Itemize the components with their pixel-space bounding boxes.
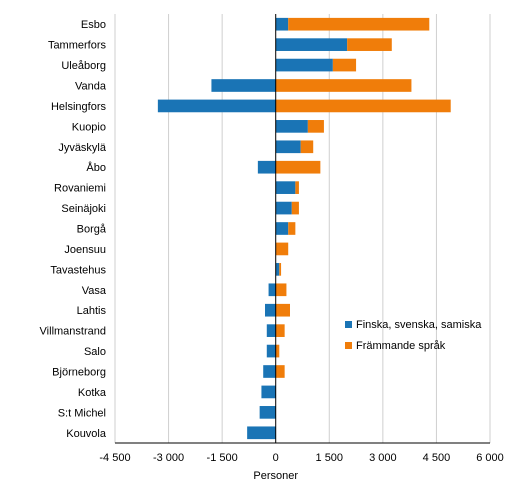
category-label-4: Helsingfors — [51, 101, 107, 113]
category-label-6: Jyväskylä — [58, 142, 107, 154]
category-label-12: Tavastehus — [50, 264, 106, 276]
legend-label-0: Finska, svenska, samiska — [356, 319, 482, 331]
x-tick-label-0: -4 500 — [99, 452, 130, 464]
category-label-13: Vasa — [82, 285, 107, 297]
bar-0-6 — [275, 140, 301, 154]
bar-0-14 — [265, 303, 276, 317]
bar-0-5 — [275, 120, 308, 133]
category-labels: Esbo Tammerfors Uleåborg Vanda Helsingfors Ku… — [40, 19, 107, 440]
bar-1-4 — [275, 99, 451, 113]
bar-1-0 — [288, 17, 430, 31]
bar-1-8 — [295, 181, 299, 194]
x-tick-label-5: 3 000 — [369, 452, 397, 464]
bar-0-7 — [257, 160, 276, 174]
category-label-15: Villmanstrand — [40, 326, 106, 338]
bar-1-17 — [275, 365, 285, 378]
category-label-5: Kuopio — [72, 121, 106, 133]
category-label-3: Vanda — [75, 81, 107, 93]
bar-0-18 — [261, 385, 276, 399]
x-tick-label-3: 0 — [273, 452, 279, 464]
legend-swatch-1 — [345, 342, 352, 349]
bar-0-0 — [275, 17, 289, 31]
bar-0-2 — [275, 58, 333, 72]
x-tick-label-1: -3 000 — [153, 452, 184, 464]
category-label-8: Rovaniemi — [54, 183, 106, 195]
bar-0-19 — [259, 406, 276, 419]
category-label-18: Kotka — [78, 387, 107, 399]
category-label-11: Joensuu — [64, 244, 106, 256]
x-tick-label-7: 6 000 — [476, 452, 504, 464]
bar-1-15 — [275, 324, 285, 337]
bar-0-15 — [266, 324, 276, 337]
bars — [157, 17, 451, 440]
legend-swatch-0 — [345, 321, 352, 328]
category-label-9: Seinäjoki — [61, 203, 106, 215]
x-tick-labels: -4 500 -3 000 -1 500 0 1 500 3 000 4 500 6 000 — [99, 452, 503, 464]
category-label-14: Lahtis — [77, 305, 107, 317]
bar-1-3 — [275, 79, 412, 92]
x-axis-title: Personer — [253, 470, 298, 482]
category-label-7: Åbo — [86, 161, 106, 174]
category-label-1: Tammerfors — [48, 40, 107, 52]
bar-1-1 — [347, 38, 392, 51]
bar-0-4 — [157, 99, 276, 113]
x-tick-label-6: 4 500 — [423, 452, 451, 464]
bar-1-7 — [275, 160, 321, 174]
bar-1-12 — [279, 263, 282, 276]
bar-1-6 — [300, 140, 314, 154]
bar-0-1 — [275, 38, 348, 51]
category-label-19: S:t Michel — [58, 407, 106, 419]
grid-lines — [114, 14, 491, 443]
bar-1-14 — [275, 303, 290, 317]
bar-0-17 — [263, 365, 276, 378]
bar-0-13 — [268, 283, 276, 297]
x-tick-label-2: -1 500 — [207, 452, 238, 464]
bar-1-10 — [288, 222, 296, 235]
bar-1-13 — [275, 283, 287, 297]
category-label-0: Esbo — [81, 19, 106, 31]
category-label-17: Björneborg — [52, 367, 106, 379]
category-label-10: Borgå — [77, 224, 107, 236]
bar-1-2 — [332, 58, 357, 72]
bar-1-9 — [291, 201, 299, 215]
category-label-16: Salo — [84, 346, 106, 358]
category-label-20: Kouvola — [66, 428, 107, 440]
bar-1-11 — [275, 242, 289, 256]
bar-0-12 — [275, 263, 280, 276]
legend: Finska, svenska, samiska Främmande språk — [345, 319, 482, 352]
x-tick-label-4: 1 500 — [316, 452, 344, 464]
bar-0-3 — [211, 79, 276, 92]
bar-0-16 — [266, 344, 276, 358]
bar-0-10 — [275, 222, 289, 235]
bar-0-8 — [275, 181, 296, 194]
category-label-2: Uleåborg — [61, 60, 106, 72]
bar-1-16 — [275, 344, 280, 358]
legend-label-1: Främmande språk — [356, 340, 446, 352]
bar-1-5 — [307, 120, 324, 133]
bar-0-9 — [275, 201, 292, 215]
bar-0-20 — [247, 426, 276, 440]
